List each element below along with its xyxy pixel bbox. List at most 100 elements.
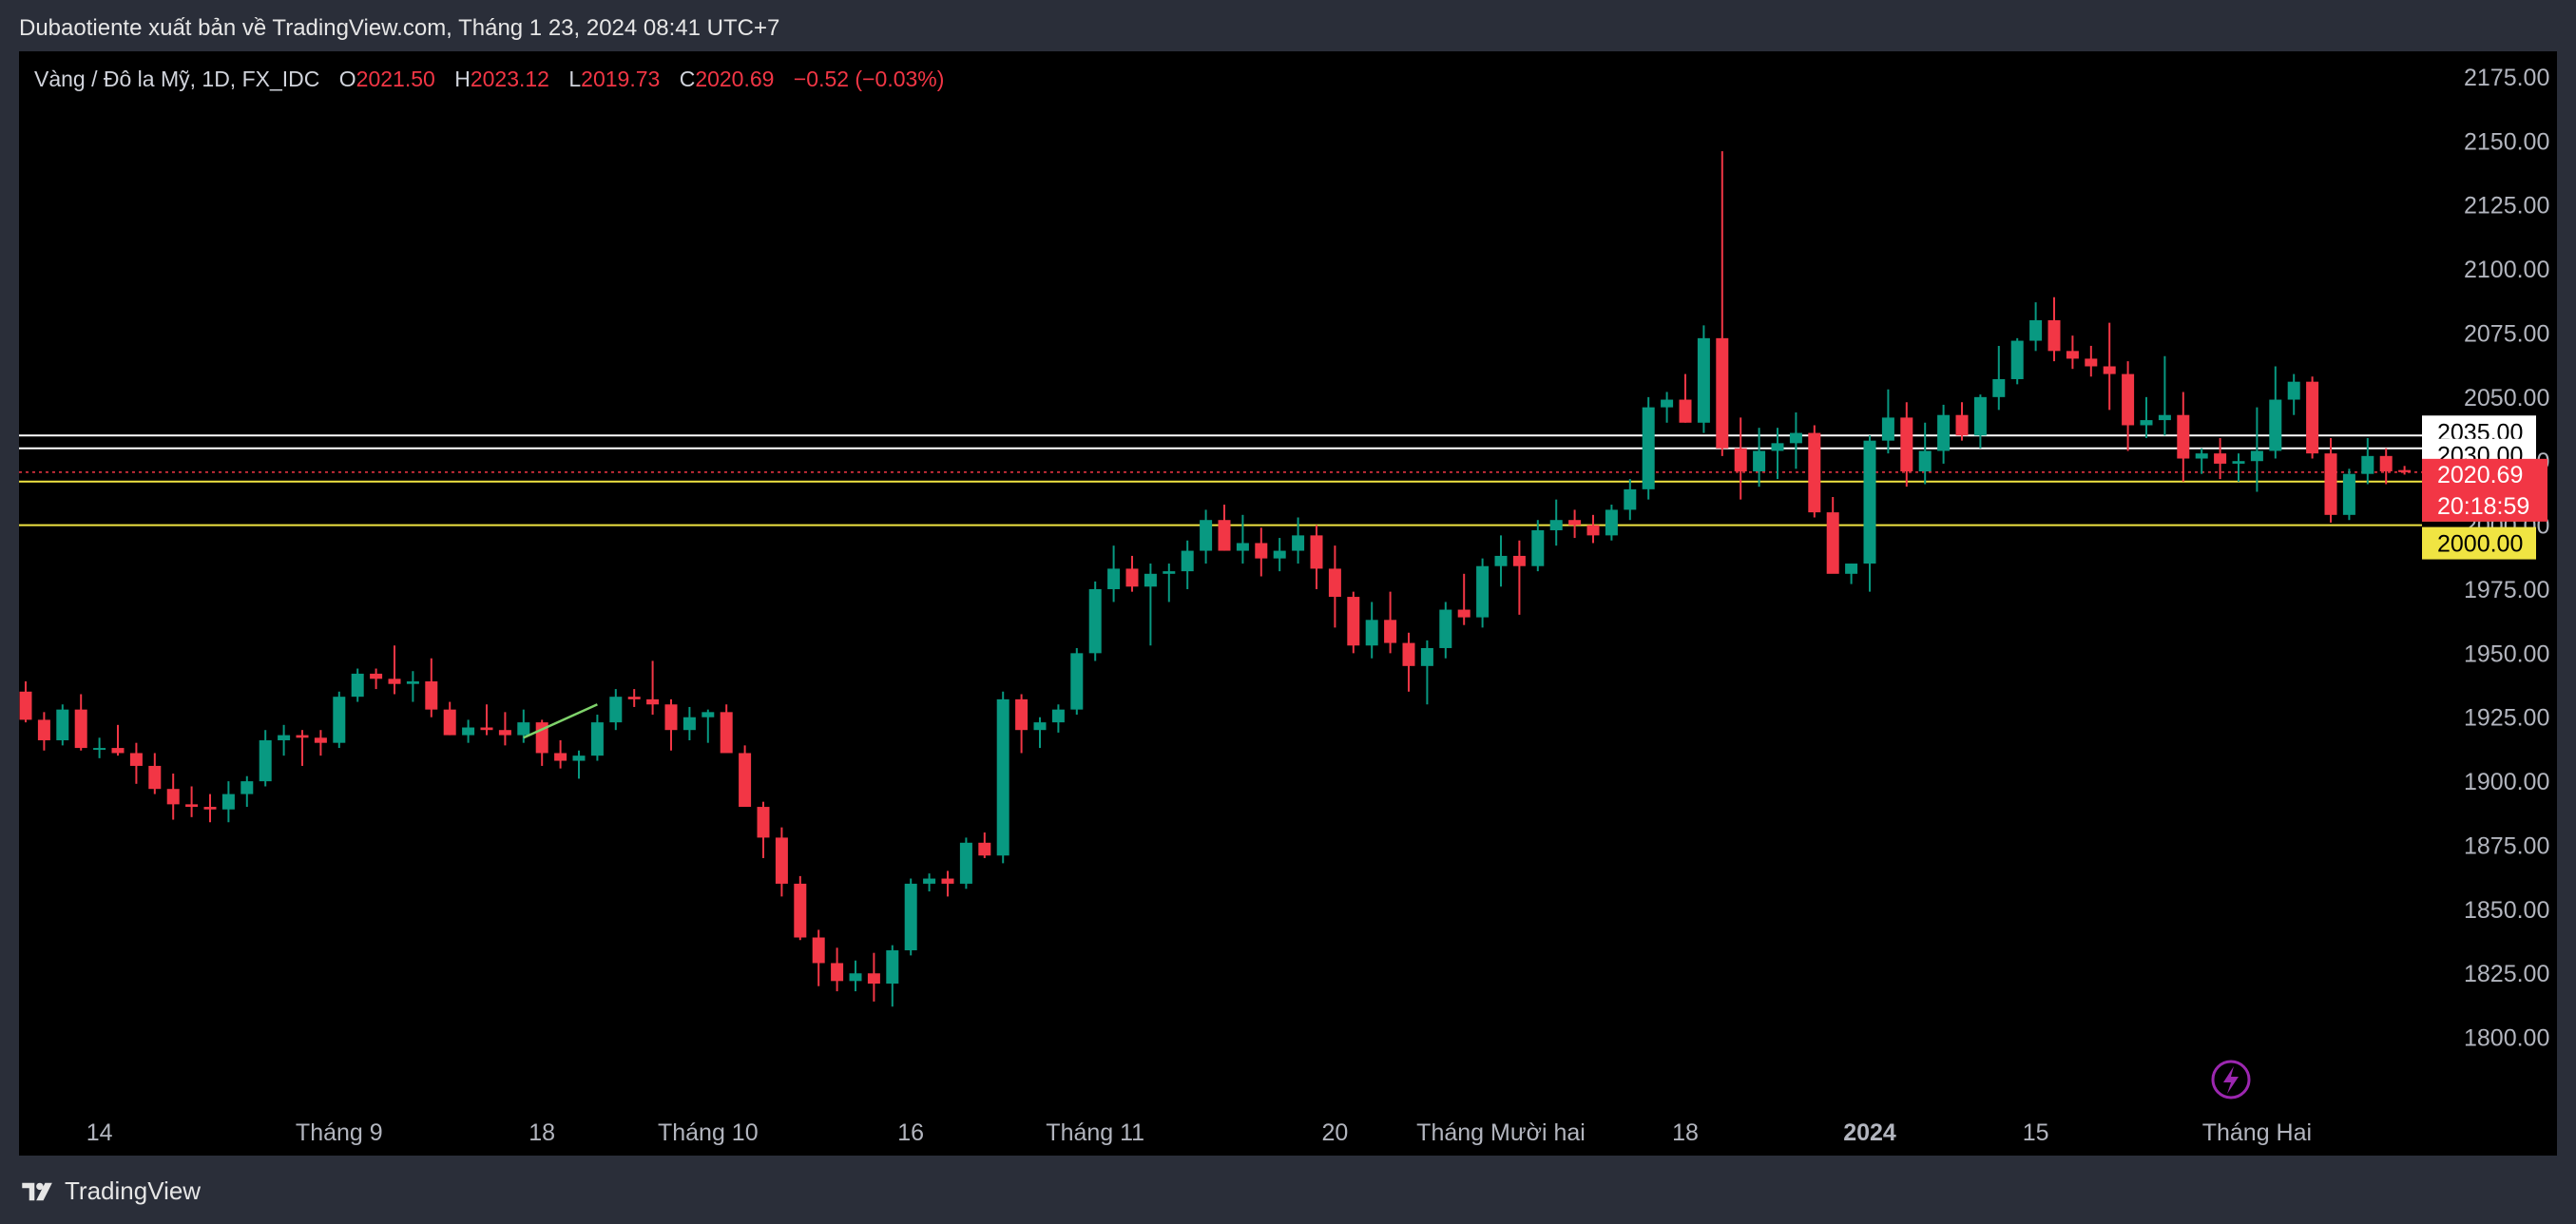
candle-body [462,727,475,736]
candle-body [148,765,162,790]
time-tick-label: Tháng Hai [2202,1119,2312,1146]
candlestick-chart[interactable]: 2175.00 2150.00 2125.00 2100.00 2075.00 2050.… [19,51,2557,1156]
candle-body [757,807,770,838]
candle-body [443,709,456,736]
candle-body [1218,520,1231,551]
candle-body [739,753,752,808]
candle-body [2287,381,2300,400]
candle-body [406,681,419,684]
candle-body [1661,399,1674,408]
candle-body [664,704,678,731]
candle-body [203,807,217,810]
candle-body [2085,358,2098,367]
time-tick-label: 15 [2023,1119,2049,1146]
candle-body [1845,564,1858,574]
candle-body [1992,378,2006,397]
time-tick-label: Tháng 9 [296,1119,383,1146]
candle-body [221,794,235,810]
candle-body [1181,550,1194,572]
price-tick-label: 1975.00 [2464,577,2549,603]
high-value: 2023.12 [470,67,549,91]
tradingview-brand[interactable]: TradingView [19,1176,201,1206]
candle-body [1163,571,1176,574]
candle-body [702,712,715,717]
candle-body [296,735,309,738]
candle-body [425,681,438,710]
candle-body [1292,535,1305,551]
candle-body [2306,381,2319,454]
candle-body [111,748,125,754]
candle-body [1826,512,1839,574]
candle-body [886,949,899,985]
candle-body [1716,337,1729,449]
candle-body [2158,414,2171,421]
price-tick-label: 2100.00 [2464,257,2549,283]
candle-body [240,781,254,794]
candle-body [590,722,604,756]
top-bar: Dubaotiente xuất bản về TradingView.com,… [0,0,2576,51]
candle-body [1918,450,1932,471]
candle-body [978,842,991,856]
candle-body [1200,520,1213,551]
candle-body [1015,698,1028,731]
time-tick-label: 18 [1672,1119,1699,1146]
candle-body [1310,535,1323,569]
time-tick-label: 14 [87,1119,113,1146]
candle-body [2342,473,2355,515]
last-price-box [2422,458,2547,522]
lightning-bolt-icon [2223,1066,2239,1094]
candle-body [1679,399,1692,423]
candle-body [314,737,327,743]
candle-body [1402,642,1415,666]
candle-body [370,673,383,679]
candle-body [517,722,530,736]
candle-body [775,837,788,884]
candle-body [1900,417,1913,471]
chart-area[interactable]: 2175.00 2150.00 2125.00 2100.00 2075.00 2050.… [19,51,2557,1156]
candle-body [1365,620,1378,646]
price-tick-label: 1875.00 [2464,832,2549,859]
low-value: 2019.73 [581,67,661,91]
candle-body [682,717,696,731]
price-tick-label: 1800.00 [2464,1025,2549,1052]
candle-body [1531,529,1545,566]
candle-body [1753,450,1766,471]
publisher-caption: Dubaotiente xuất bản về TradingView.com,… [19,15,780,41]
candle-body [1125,568,1139,587]
candle-body [2177,414,2190,459]
candle-body [388,679,401,684]
candle-body [831,963,844,982]
candle-body [2122,373,2135,426]
candle-body [1328,568,1341,598]
open-label: O [338,67,356,91]
candle-body [259,739,272,782]
candle-body [2250,450,2263,462]
price-tick-label: 1825.00 [2464,961,2549,987]
candle-body [351,673,364,698]
brand-name: TradingView [65,1176,202,1205]
candle-body [904,883,917,950]
level-label-box [2422,526,2536,560]
candle-body [2361,455,2374,474]
close-label: C [679,67,696,91]
symbol-label: Vàng / Đô la Mỹ, 1D, FX_IDC [34,67,320,91]
candle-body [166,789,180,805]
time-tick-label: 18 [529,1119,555,1146]
candle-body [19,691,32,720]
tradingview-logo-icon [22,1182,52,1200]
candle-body [1973,396,1987,436]
candle-body [1937,414,1951,451]
bottom-bar: TradingView [0,1156,2576,1224]
candle-body [129,753,143,766]
price-tick-label: 2075.00 [2464,320,2549,347]
candle-body [498,730,511,736]
price-tick-label: 1850.00 [2464,897,2549,924]
candle-body [1494,555,1508,566]
candle-body [1144,573,1157,587]
time-tick-label: 16 [897,1119,924,1146]
time-tick-label: Tháng 11 [1046,1119,1144,1146]
candle-body [2140,420,2153,426]
candle-body [278,735,291,740]
candle-body [1734,448,1747,471]
countdown-label: 20:18:59 [2437,493,2529,520]
